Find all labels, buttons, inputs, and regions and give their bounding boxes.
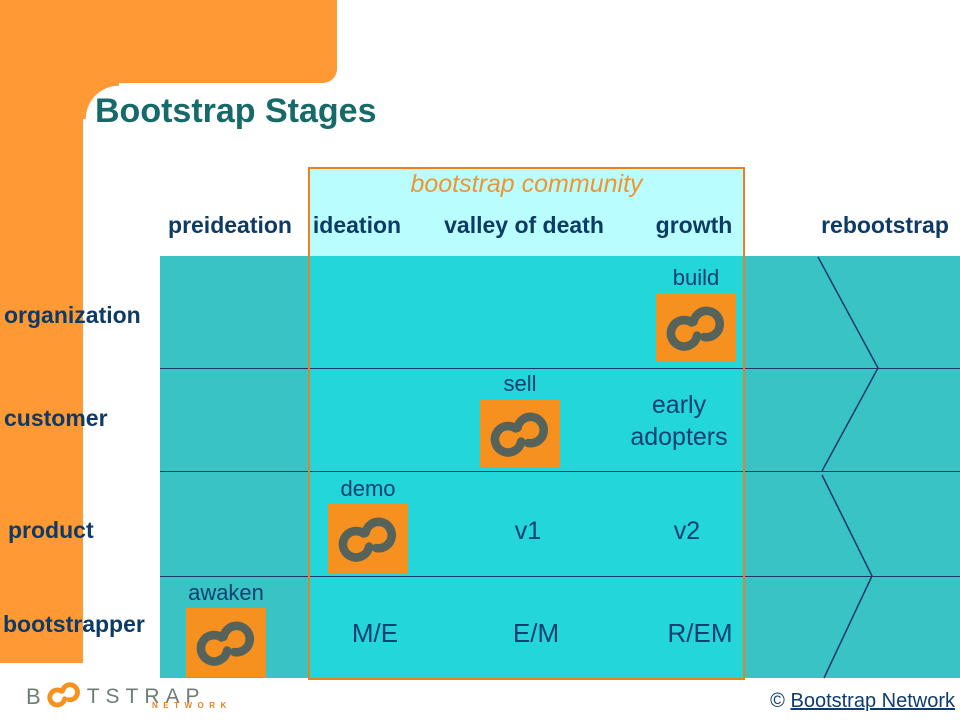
community-header-band <box>310 169 743 256</box>
logo-network-subtext: NETWORK <box>152 701 232 710</box>
cell-rem: R/EM <box>667 618 733 648</box>
copyright-notice: © Bootstrap Network <box>770 690 955 713</box>
cell-build: build <box>621 266 771 362</box>
row-header-customer: customer <box>4 405 108 431</box>
rebootstrap-chevron-lines <box>817 256 879 679</box>
row-header-bootstrapper: bootstrapper <box>3 611 145 637</box>
logo-wordmark: TSTRAP <box>86 685 206 708</box>
copyright-link[interactable]: Bootstrap Network <box>790 690 955 712</box>
column-header-ideation: ideation <box>312 212 402 238</box>
row-divider <box>160 367 960 369</box>
cell-early-adopters: early adopters <box>630 391 728 451</box>
bootstrap-infinity-icon <box>186 608 266 677</box>
copyright-symbol: © <box>770 690 785 712</box>
logo-letter-b: B <box>26 684 43 709</box>
cell-me: M/E <box>351 618 399 648</box>
bootstrap-infinity-icon <box>656 293 736 362</box>
bootstrap-infinity-icon <box>328 504 408 573</box>
column-header-valley-of-death: valley of death <box>444 212 604 238</box>
column-header-growth: growth <box>655 212 733 238</box>
row-divider <box>160 470 960 472</box>
bootstrap-infinity-icon <box>480 399 560 468</box>
column-header-rebootstrap: rebootstrap <box>821 212 949 238</box>
column-header-preideation: preideation <box>168 212 292 238</box>
cell-v1: v1 <box>514 517 542 545</box>
cell-v2: v2 <box>673 517 701 545</box>
cell-awaken: awaken <box>151 581 301 677</box>
cell-label: build <box>672 265 720 290</box>
page-title: Bootstrap Stages <box>95 92 377 130</box>
cell-label: demo <box>340 476 396 501</box>
cell-label: sell <box>503 371 537 396</box>
cell-demo: demo <box>293 477 443 573</box>
bootstrap-infinity-icon <box>45 681 83 713</box>
template-corner-notch <box>83 83 119 119</box>
cell-em: E/M <box>512 618 560 648</box>
cell-sell: sell <box>445 372 595 468</box>
template-orange-sidebar <box>0 0 83 663</box>
community-label: bootstrap community <box>410 170 643 198</box>
row-header-product: product <box>8 517 94 543</box>
cell-label: awaken <box>188 580 264 605</box>
bootstrap-network-logo: B TSTRAP <box>26 681 206 713</box>
row-divider <box>160 575 960 577</box>
row-header-organization: organization <box>4 302 141 328</box>
